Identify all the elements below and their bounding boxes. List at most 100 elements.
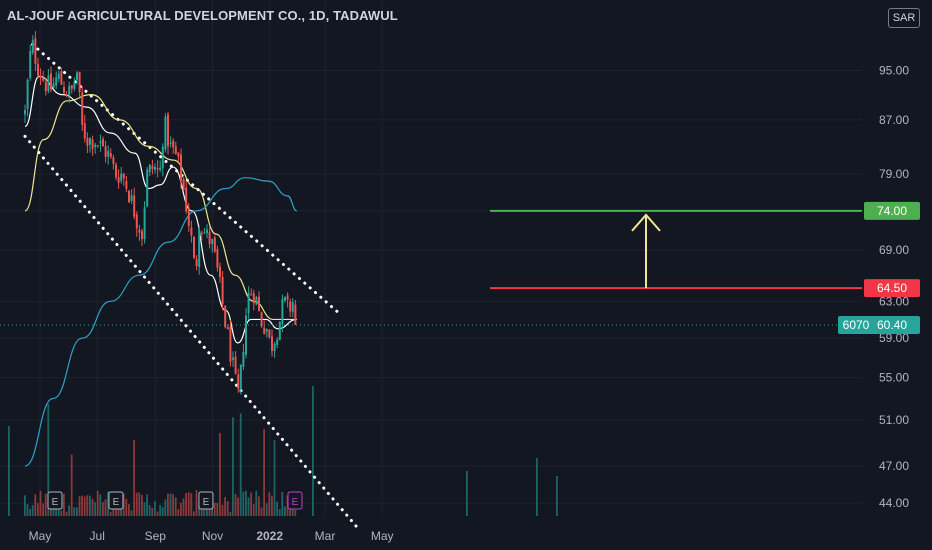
volume-bar <box>99 494 102 516</box>
price-tick-label: 95.00 <box>879 63 909 77</box>
candle-body <box>268 329 271 338</box>
candle-body <box>76 72 78 81</box>
price-tick-label: 44.00 <box>879 496 909 510</box>
candle-body <box>286 295 289 300</box>
volume-bar <box>268 492 271 516</box>
candle-body <box>34 38 37 64</box>
time-tick-label: Nov <box>202 529 223 543</box>
volume-bar <box>24 495 26 516</box>
resistance-badge <box>864 279 920 298</box>
volume-bar <box>109 511 112 516</box>
candle-body <box>63 86 65 94</box>
volume-bar <box>76 507 78 516</box>
volume-bar <box>65 511 68 516</box>
volume-bar <box>29 508 31 516</box>
symbol-badge <box>838 316 874 335</box>
candle-body <box>120 173 123 181</box>
volume-bar <box>263 429 265 516</box>
candle-body <box>128 190 130 203</box>
candle-body <box>57 73 60 79</box>
candle-body <box>203 232 206 234</box>
candle-body <box>115 164 117 178</box>
volume-bar <box>177 509 180 516</box>
target-badge-text: 74.00 <box>877 204 907 218</box>
candle-body <box>200 232 203 234</box>
candle-body <box>141 231 143 240</box>
candle-body <box>213 237 216 252</box>
volume-bar <box>174 497 177 516</box>
candle-body <box>250 294 253 296</box>
volume-bar <box>63 493 65 516</box>
candle-body <box>68 86 71 96</box>
volume-bar <box>232 417 234 516</box>
volume-bar <box>284 506 286 516</box>
volume-bar <box>125 498 128 516</box>
volume-bar <box>135 492 138 516</box>
volume-bar <box>26 504 29 516</box>
volume-bar <box>128 504 130 516</box>
volume-bar <box>68 505 70 516</box>
volume-bar <box>122 493 125 516</box>
volume-bar <box>213 502 216 516</box>
candle-body <box>195 259 198 267</box>
candle-body <box>42 77 45 81</box>
candle-body <box>187 209 190 226</box>
candle-body <box>164 116 167 150</box>
volume-bar <box>172 494 174 516</box>
candle-body <box>78 71 81 93</box>
earnings-label: E <box>203 497 210 508</box>
currency-button[interactable]: SAR <box>888 8 920 28</box>
candle-body <box>193 237 195 259</box>
candle-body <box>247 292 250 313</box>
candle-body <box>44 81 47 92</box>
earnings-label: E <box>113 497 120 508</box>
volume-bar <box>138 492 141 516</box>
volume-bar <box>31 505 34 516</box>
volume-bar <box>242 491 245 516</box>
volume-bar <box>206 504 208 516</box>
volume-bar <box>237 497 239 516</box>
volume-bar <box>198 505 200 516</box>
candle-body <box>229 326 232 362</box>
volume-bar <box>258 496 260 516</box>
volume-bar <box>42 503 44 516</box>
volume-bar <box>208 507 211 516</box>
candle-body <box>133 195 136 217</box>
candle-body <box>260 312 263 327</box>
candle-body <box>65 94 68 96</box>
volume-bar <box>182 498 185 516</box>
volume-bar <box>271 495 273 516</box>
volume-bar <box>89 495 91 516</box>
volume-bar <box>556 476 558 516</box>
candle-body <box>219 266 221 277</box>
volume-bar <box>278 509 281 516</box>
candlesticks <box>24 31 297 395</box>
candle-body <box>47 75 50 92</box>
earnings-marker <box>47 491 63 510</box>
earnings-marker <box>287 491 303 510</box>
candle-body <box>89 137 91 145</box>
volume-bar <box>239 413 242 516</box>
volume-bar <box>78 496 81 516</box>
volume-bar <box>224 497 226 516</box>
candle-body <box>180 154 182 181</box>
candle-body <box>206 229 208 234</box>
volume-bar <box>34 494 37 516</box>
candle-body <box>281 298 284 325</box>
candle-body <box>94 144 97 147</box>
candle-body <box>265 328 268 332</box>
volume-bar <box>289 506 291 516</box>
time-axis[interactable]: May Jul Sep Nov 2022 Mar May <box>29 529 394 543</box>
candle-body <box>211 239 214 245</box>
volume-bar <box>229 511 232 516</box>
volume-bar <box>143 502 146 516</box>
volume-bar <box>294 510 297 516</box>
arrow-head <box>631 213 661 232</box>
price-axis[interactable]: 44.00 47.00 51.00 55.00 59.00 63.00 69.00 74.00… <box>879 63 909 510</box>
candle-body <box>86 138 89 146</box>
volume-bar <box>312 386 314 516</box>
price-tick-label: 87.00 <box>879 113 909 127</box>
volume-bars <box>8 386 558 516</box>
